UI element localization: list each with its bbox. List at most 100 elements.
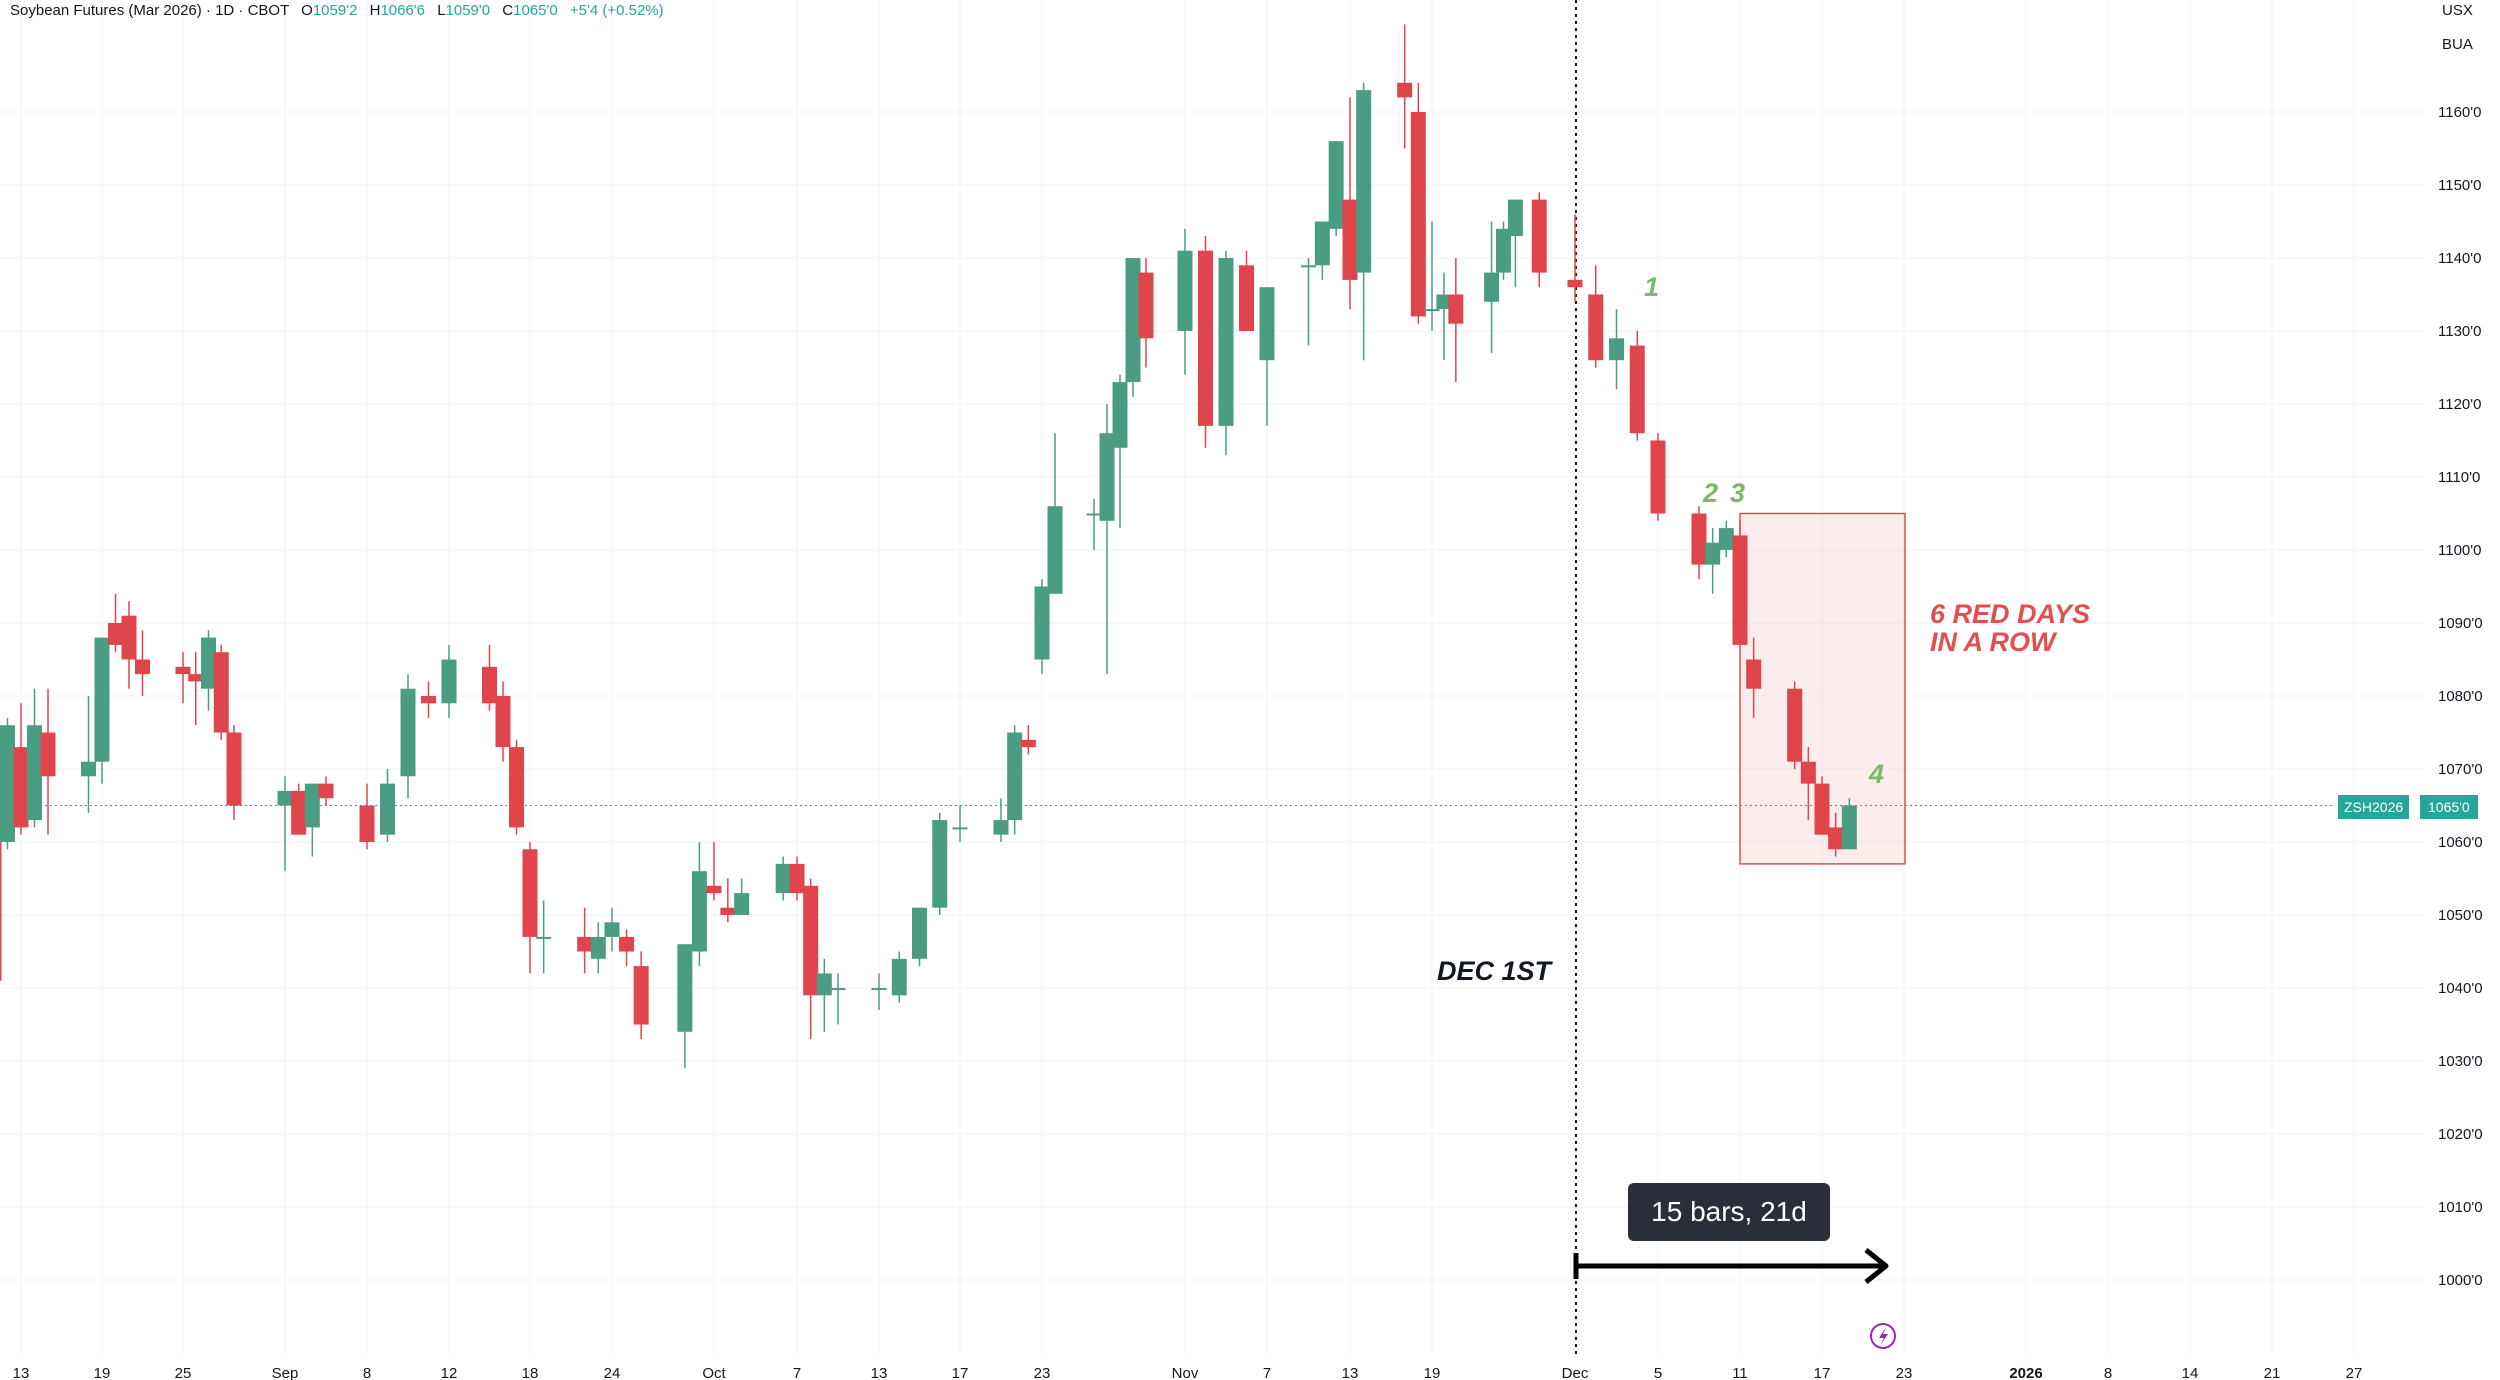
candle-body[interactable] <box>1496 228 1511 273</box>
candle-body[interactable] <box>590 936 606 959</box>
candle-body[interactable] <box>1034 586 1050 660</box>
candle-body[interactable] <box>1259 287 1275 361</box>
candle-body[interactable] <box>108 623 123 645</box>
candle-body[interactable] <box>1356 90 1372 273</box>
red-days-annotation[interactable]: 6 RED DAYS IN A ROW <box>1930 600 2130 656</box>
candle-body[interactable] <box>1020 739 1036 748</box>
candle-body[interactable] <box>1314 221 1330 266</box>
candle-body[interactable] <box>1007 732 1023 821</box>
candle-body[interactable] <box>1342 199 1358 280</box>
candle-body[interactable] <box>633 966 649 1025</box>
candle-body[interactable] <box>1828 827 1844 850</box>
candle-body[interactable] <box>1718 528 1734 550</box>
candle-body[interactable] <box>1177 250 1193 331</box>
candle-body[interactable] <box>803 885 819 996</box>
candle-body[interactable] <box>81 761 96 777</box>
currency-label[interactable]: USX <box>2442 2 2473 19</box>
count-label-2[interactable]: 2 <box>1703 478 1719 508</box>
candle-body[interactable] <box>121 615 137 660</box>
candle-body[interactable] <box>509 747 524 828</box>
candle-body[interactable] <box>1397 82 1413 98</box>
candle-body[interactable] <box>482 666 497 704</box>
candle-body[interactable] <box>421 696 436 704</box>
candle-body[interactable] <box>1841 805 1857 850</box>
candle-body[interactable] <box>175 666 191 675</box>
candle-body[interactable] <box>27 725 42 821</box>
candle-body[interactable] <box>677 944 693 1032</box>
candle-body[interactable] <box>13 747 29 828</box>
candle-body[interactable] <box>720 907 736 915</box>
candle-body[interactable] <box>1448 294 1464 324</box>
dec-1st-annotation[interactable]: DEC 1ST <box>1437 956 1552 986</box>
candle-body[interactable] <box>1436 294 1452 310</box>
candle-body[interactable] <box>536 936 552 939</box>
candle-body[interactable] <box>706 885 722 894</box>
candle-body[interactable] <box>734 893 750 915</box>
candle-body[interactable] <box>201 637 216 689</box>
candle-body[interactable] <box>1609 338 1624 361</box>
candle-body[interactable] <box>1629 345 1645 434</box>
candle-body[interactable] <box>1814 783 1830 835</box>
candle-body[interactable] <box>691 871 707 952</box>
candle-body[interactable] <box>495 696 511 748</box>
candle-body[interactable] <box>1588 294 1604 361</box>
candle-body[interactable] <box>1650 440 1666 514</box>
candle-body[interactable] <box>1218 258 1234 426</box>
candle-body[interactable] <box>188 674 204 682</box>
candle-body[interactable] <box>359 805 375 843</box>
candle-body[interactable] <box>1138 272 1154 339</box>
unit-label[interactable]: BUA <box>2442 36 2473 53</box>
candle-body[interactable] <box>1787 688 1803 762</box>
candle-body[interactable] <box>932 820 948 908</box>
candle-body[interactable] <box>1047 506 1063 594</box>
candle-body[interactable] <box>1732 535 1748 645</box>
candle-body[interactable] <box>1531 199 1547 273</box>
candle-body[interactable] <box>135 659 150 675</box>
candle-body[interactable] <box>1424 309 1440 312</box>
candle-body[interactable] <box>1125 258 1141 383</box>
candle-body[interactable] <box>952 827 968 830</box>
candle-body[interactable] <box>912 907 927 959</box>
candle-body[interactable] <box>1691 513 1707 565</box>
candle-body[interactable] <box>604 922 620 937</box>
count-label-3[interactable]: 3 <box>1730 478 1746 508</box>
candle-body[interactable] <box>619 936 635 952</box>
candle-body[interactable] <box>213 652 229 733</box>
candle-body[interactable] <box>0 725 15 842</box>
candle-body[interactable] <box>318 783 334 799</box>
count-label-1[interactable]: 1 <box>1644 272 1660 302</box>
candle-body[interactable] <box>1746 659 1762 689</box>
candle-body[interactable] <box>1086 513 1102 516</box>
candle-body[interactable] <box>1484 272 1500 302</box>
candle-body[interactable] <box>1099 433 1115 521</box>
candle-body[interactable] <box>830 988 846 990</box>
candle-body[interactable] <box>577 936 593 952</box>
candle-body[interactable] <box>1198 250 1213 426</box>
candle-body[interactable] <box>40 732 56 777</box>
candle-body[interactable] <box>304 783 320 828</box>
candle-body[interactable] <box>1800 761 1816 784</box>
candle-body[interactable] <box>291 790 307 835</box>
candle-body[interactable] <box>1567 279 1583 288</box>
candle-body[interactable] <box>1301 265 1316 268</box>
candle-body[interactable] <box>0 812 2 981</box>
candle-body[interactable] <box>1328 141 1344 229</box>
candle-body[interactable] <box>380 783 395 835</box>
candle-body[interactable] <box>871 988 887 990</box>
count-label-4[interactable]: 4 <box>1869 759 1885 789</box>
candle-body[interactable] <box>400 688 416 777</box>
candle-body[interactable] <box>1239 265 1254 331</box>
candle-body[interactable] <box>94 637 110 762</box>
candle-body[interactable] <box>891 958 907 996</box>
candle-body[interactable] <box>775 863 791 894</box>
candle-body[interactable] <box>441 659 457 704</box>
candle-body[interactable] <box>1112 382 1128 448</box>
candle-body[interactable] <box>993 820 1009 835</box>
candle-body[interactable] <box>1705 542 1721 565</box>
candle-body[interactable] <box>277 790 293 806</box>
candle-body[interactable] <box>1410 112 1426 317</box>
candle-body[interactable] <box>1507 199 1523 237</box>
candle-body[interactable] <box>789 863 805 894</box>
candle-body[interactable] <box>226 732 242 806</box>
